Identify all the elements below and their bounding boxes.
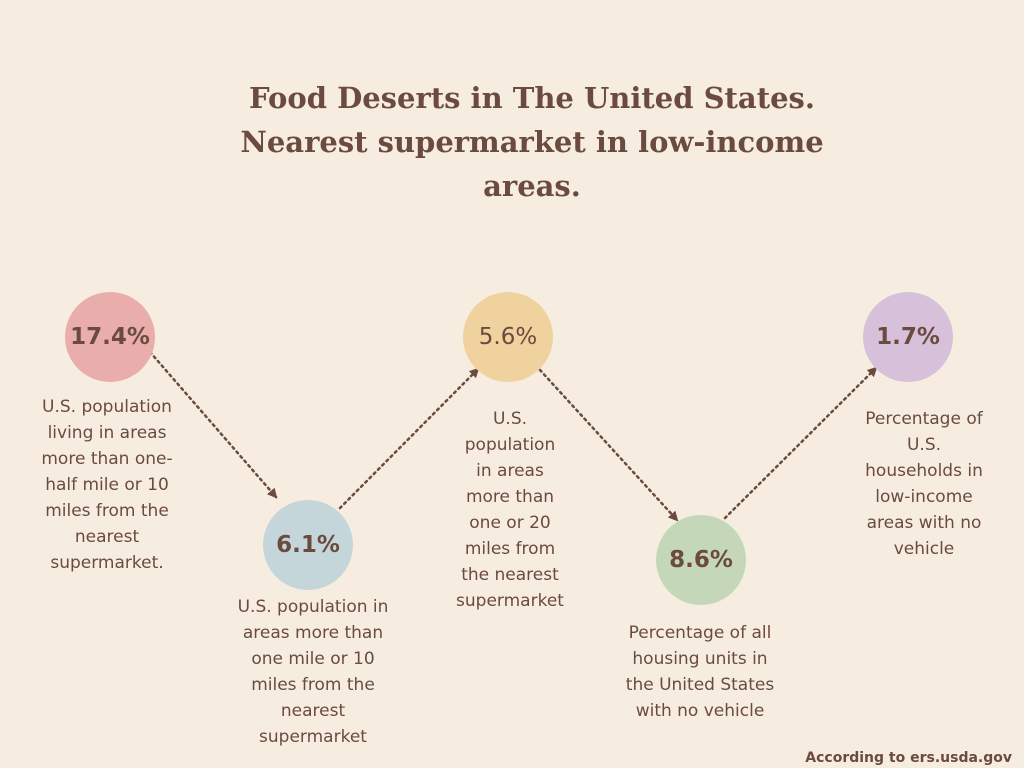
stat-description-2: U.S. population in areas more than one m…: [237, 597, 389, 747]
stat-description-3: U.S. population in areas more than one o…: [456, 409, 564, 611]
arrow-3-to-4: [538, 368, 679, 522]
stat-circle-4: 8.6%: [656, 515, 746, 605]
stat-circle-2: 6.1%: [263, 500, 353, 590]
title-line-1: Food Deserts in The United States.: [249, 81, 815, 115]
stat-circle-5: 1.7%: [863, 292, 953, 382]
arrow-4-to-5: [723, 366, 878, 520]
stat-description-1: U.S. population living in areas more tha…: [41, 397, 173, 573]
stat-value-4: 8.6%: [669, 547, 733, 573]
arrow-2-to-3: [338, 367, 480, 510]
stat-description-5: Percentage of U.S. households in low-inc…: [865, 409, 983, 559]
source-credit: According to ers.usda.gov: [805, 750, 1012, 766]
stat-value-5: 1.7%: [876, 324, 940, 350]
arrow-1-to-2: [148, 350, 278, 499]
stat-value-1: 17.4%: [70, 324, 150, 350]
stat-circle-3: 5.6%: [463, 292, 553, 382]
stat-circle-1: 17.4%: [65, 292, 155, 382]
title-line-3: areas.: [483, 169, 581, 203]
stat-value-2: 6.1%: [276, 532, 340, 558]
stat-description-4: Percentage of all housing units in the U…: [625, 623, 775, 721]
infographic-title: Food Deserts in The United States. Neare…: [232, 76, 832, 208]
stat-value-3: 5.6%: [478, 324, 538, 350]
title-line-2: Nearest supermarket in low-income: [240, 125, 824, 159]
